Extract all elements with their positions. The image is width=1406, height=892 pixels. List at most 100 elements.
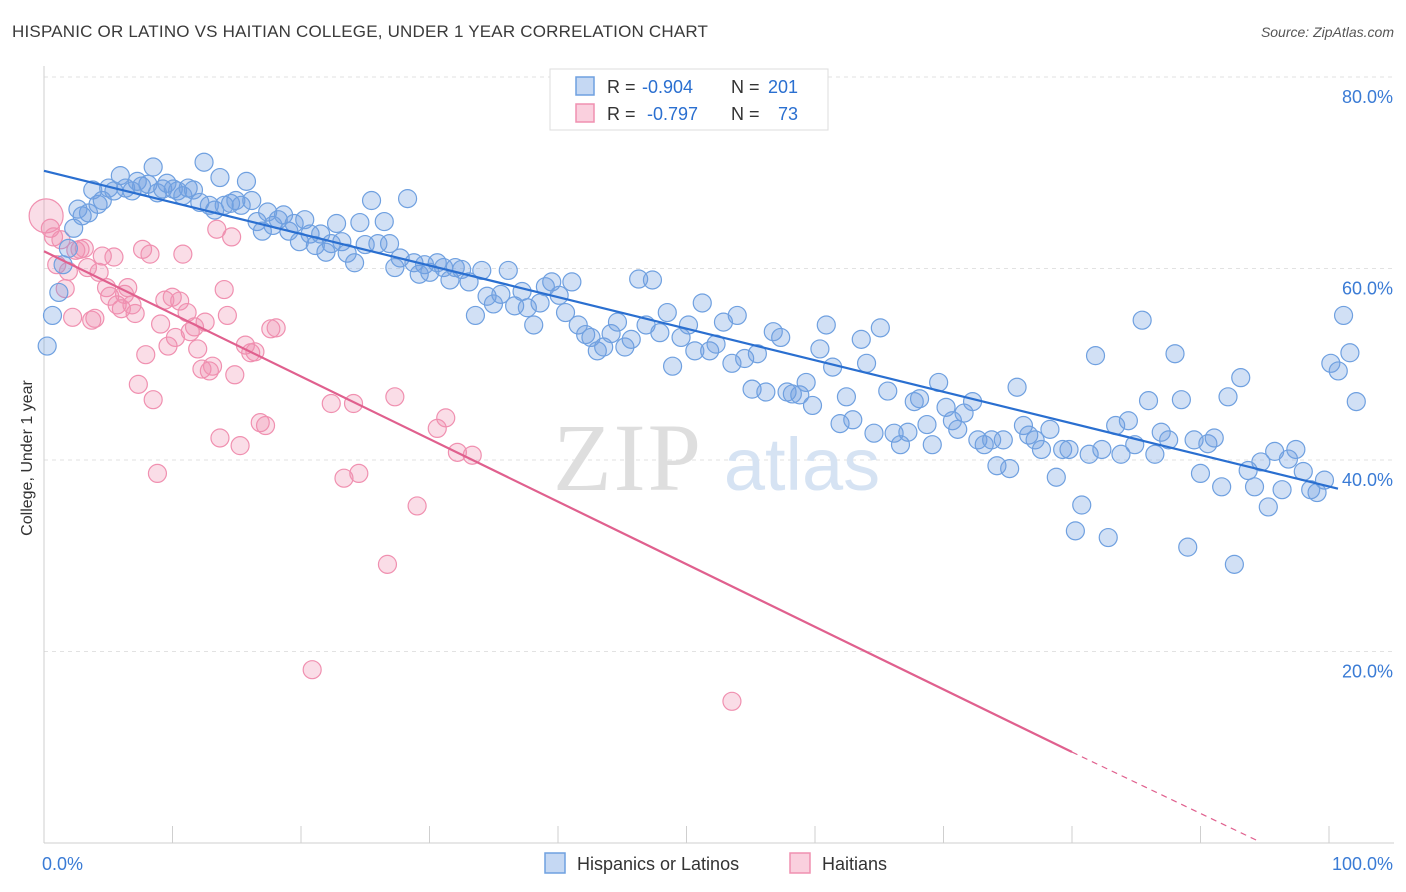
y-tick-label: 60.0%	[1342, 279, 1393, 299]
hispanic-point	[1333, 305, 1354, 326]
hispanic-point	[1212, 477, 1232, 497]
haitian-point	[128, 374, 148, 394]
stats-legend-r-label: R =	[607, 104, 641, 124]
hispanic-point	[242, 190, 262, 211]
haitian-point	[230, 436, 250, 456]
hispanic-point	[1053, 439, 1073, 460]
haitian-point	[436, 408, 456, 428]
haitian-point	[250, 413, 270, 433]
watermark-atlas: atlas	[724, 423, 880, 506]
hispanic-point	[49, 282, 69, 303]
hispanic-point	[374, 211, 394, 232]
haitian-point	[125, 303, 145, 324]
hispanic-point	[615, 337, 635, 357]
hispanic-point	[771, 327, 791, 348]
hispanic-point	[1031, 439, 1052, 460]
hispanic-trend-line	[43, 169, 1339, 490]
y-tick-label: 80.0%	[1342, 87, 1393, 107]
hispanic-point	[1138, 391, 1159, 411]
hispanic-point	[1132, 310, 1152, 330]
hispanic-point	[601, 324, 621, 344]
hispanic-point	[1151, 422, 1171, 442]
hispanic-point	[42, 305, 63, 326]
y-tick-label: 40.0%	[1342, 470, 1393, 490]
hispanic-point	[1286, 439, 1306, 460]
haitian-point	[188, 339, 208, 359]
haitian-point	[261, 319, 281, 339]
legend-label-haitian: Haitians	[822, 854, 887, 874]
haitian-point	[82, 310, 102, 330]
hispanic-series	[37, 152, 1366, 574]
series-legend: Hispanics or Latinos Haitians	[544, 852, 887, 874]
hispanic-point	[629, 269, 649, 289]
y-axis-label: College, Under 1 year	[19, 380, 36, 536]
hispanic-point	[1065, 521, 1085, 541]
hispanic-point	[607, 312, 628, 332]
hispanic-point	[1072, 495, 1092, 515]
hispanic-point	[231, 195, 251, 215]
haitian-point	[722, 691, 742, 711]
haitian-point	[385, 387, 405, 407]
hispanic-point	[1165, 344, 1185, 364]
hispanic-point	[1025, 430, 1045, 450]
x-tick-label: 0.0%	[42, 854, 83, 874]
hispanic-point	[1251, 452, 1271, 472]
hispanic-point	[1258, 497, 1278, 517]
hispanic-point	[856, 353, 877, 373]
stats-legend-r-value: -0.904	[642, 77, 693, 97]
hispanic-point	[379, 234, 400, 254]
hispanic-point	[922, 435, 942, 455]
y-tick-label: 20.0%	[1342, 662, 1393, 682]
haitian-point	[136, 345, 156, 365]
hispanic-point	[851, 329, 871, 349]
hispanic-point	[878, 381, 898, 401]
hispanic-point	[917, 414, 937, 435]
hispanic-point	[555, 302, 576, 323]
hispanic-point	[1079, 444, 1099, 464]
stats-legend-swatch-hispanic	[575, 76, 595, 96]
stats-legend: R = -0.904 N = 201 R = -0.797 N = 73	[549, 68, 829, 131]
haitian-point	[255, 415, 276, 436]
haitian-point	[85, 308, 105, 328]
hispanic-point	[747, 344, 767, 364]
hispanic-point	[1244, 477, 1265, 497]
hispanic-point	[1085, 346, 1106, 366]
hispanic-point	[110, 166, 130, 186]
hispanic-point	[385, 257, 405, 278]
legend-label-hispanic: Hispanics or Latinos	[577, 854, 739, 874]
haitian-point	[151, 314, 171, 334]
haitian-point	[207, 219, 227, 239]
hispanic-point	[782, 384, 802, 404]
haitian-point	[377, 554, 398, 574]
stats-legend-n-label: N =	[731, 104, 765, 124]
haitian-point	[349, 463, 369, 484]
hispanic-point	[1328, 361, 1348, 381]
y-tick-labels: 20.0% 40.0% 60.0% 80.0%	[1342, 87, 1393, 682]
hispanic-point	[790, 385, 810, 405]
hispanic-point	[183, 180, 204, 200]
hispanic-point	[816, 315, 836, 335]
haitian-trend-line	[43, 250, 1073, 754]
haitian-point	[210, 428, 230, 448]
haitian-point	[334, 468, 354, 488]
haitian-trend-extension	[1071, 751, 1259, 842]
hispanic-point	[650, 323, 670, 343]
hispanic-point	[465, 305, 486, 326]
hispanic-point	[483, 294, 504, 314]
hispanic-point	[1190, 463, 1211, 484]
haitian-point	[214, 279, 234, 300]
gridlines	[44, 76, 1394, 652]
hispanic-point	[361, 190, 382, 211]
hispanic-point	[993, 430, 1013, 450]
chart-title: HISPANIC OR LATINO VS HAITIAN COLLEGE, U…	[12, 22, 709, 41]
hispanic-point	[524, 315, 544, 335]
hispanic-point	[830, 414, 850, 434]
hispanic-point	[685, 341, 705, 361]
haitian-point	[140, 244, 160, 264]
x-tick-labels: 0.0% 100.0%	[42, 854, 1393, 874]
hispanic-point	[562, 272, 582, 292]
haitian-point	[225, 365, 245, 385]
hispanic-point	[864, 423, 884, 443]
hispanic-point	[756, 382, 776, 402]
haitian-point	[321, 393, 341, 414]
